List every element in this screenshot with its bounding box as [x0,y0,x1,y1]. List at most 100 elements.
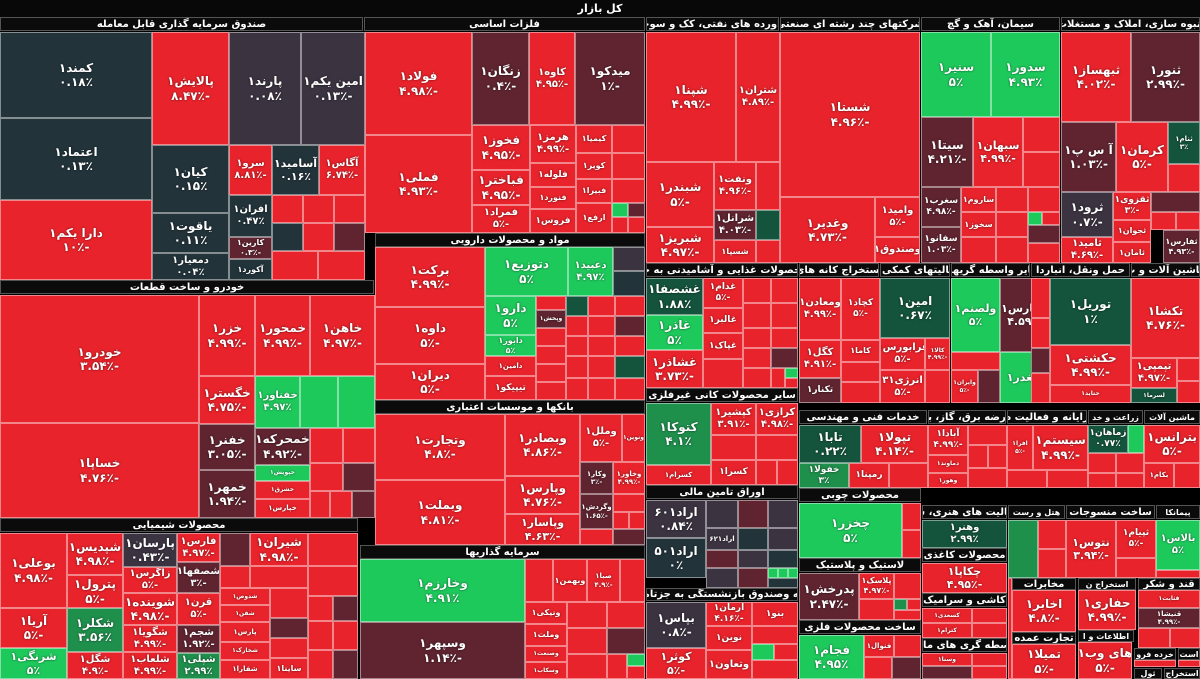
treemap-tile[interactable] [303,195,334,223]
treemap-tile[interactable]: کترام۱ [922,623,972,638]
treemap-tile[interactable]: غشصفا۱ ۱.۸۸٪ [646,278,703,315]
treemap-tile[interactable] [588,356,615,378]
treemap-tile[interactable] [1177,358,1200,381]
treemap-tile[interactable] [615,356,645,378]
treemap-tile[interactable]: کوثر۱ -۵٪ [646,648,706,679]
treemap-tile[interactable] [925,370,950,403]
treemap-tile[interactable] [1151,212,1176,230]
treemap-tile[interactable]: کارین۱ -۰.۳٪ [229,237,272,259]
treemap-tile[interactable]: هرمز۱ -۴.۹۹٪ [530,125,576,163]
treemap-tile[interactable]: بکام۱ [1144,463,1174,488]
treemap-tile[interactable]: حکشتی۱ -۴.۹۹٪ [1050,345,1131,385]
treemap-tile[interactable]: خساپا۱ -۴.۷۶٪ [0,423,199,518]
treemap-tile[interactable] [1138,628,1170,648]
treemap-tile[interactable]: کالا۱ -۴.۹۹٪ [925,338,950,370]
treemap-tile[interactable] [588,378,615,400]
treemap-tile[interactable]: دارا یکم۱ -۱۰٪ [0,200,152,280]
treemap-tile[interactable] [972,623,1007,638]
treemap-tile[interactable]: خفولا۱ ۳٪ [799,463,849,488]
treemap-tile[interactable]: وصنعت۱ [525,646,567,662]
treemap-tile[interactable] [308,596,333,621]
treemap-tile[interactable]: ونفت۱ -۴.۹۶٪ [714,162,756,210]
treemap-tile[interactable]: ثنام۱ ۳٪ [1168,122,1200,164]
treemap-tile[interactable] [752,660,798,679]
treemap-tile[interactable]: دارو۱ ۵٪ [485,296,536,335]
treemap-tile[interactable] [1028,212,1042,225]
treemap-tile[interactable] [308,650,333,679]
treemap-tile[interactable]: چخزر۱ ۵٪ [799,503,902,558]
treemap-tile[interactable] [525,559,553,602]
treemap-tile[interactable]: بالاس۱ ۵٪ [1156,520,1200,570]
treemap-tile[interactable]: حتاید۱ [1050,385,1131,403]
treemap-tile[interactable]: ثبهساز۱ -۴.۰۲٪ [1061,32,1131,122]
treemap-tile[interactable] [1088,473,1116,488]
treemap-tile[interactable]: سیستم۱ -۴.۹۹٪ [1033,425,1088,470]
treemap-tile[interactable]: بترانس۱ -۵٪ [1144,425,1200,463]
treemap-tile[interactable]: قثابت۱ [1138,590,1200,608]
treemap-tile[interactable] [318,251,365,280]
treemap-tile[interactable] [768,550,798,568]
treemap-tile[interactable] [841,362,880,382]
treemap-tile[interactable] [774,644,798,660]
treemap-tile[interactable]: تپولا۱ -۴.۱۴٪ [861,425,928,463]
treemap-tile[interactable] [338,376,375,428]
treemap-tile[interactable]: ثامان۱ [1113,242,1151,263]
treemap-tile[interactable]: دابور۱ ۵٪ [485,335,536,356]
treemap-tile[interactable] [894,599,907,610]
treemap-tile[interactable]: شپلی۱ ۲.۹۹٪ [177,653,220,679]
treemap-tile[interactable] [1042,212,1060,225]
treemap-tile[interactable] [996,187,1028,212]
treemap-tile[interactable]: ومعادن۱ -۴.۹۹٪ [799,278,841,340]
treemap-tile[interactable] [612,153,645,179]
treemap-tile[interactable]: خشرق۱ [255,481,310,499]
treemap-tile[interactable]: لسرما۱ [1131,388,1177,403]
treemap-tile[interactable] [352,491,375,518]
treemap-tile[interactable]: تپمپی۱ -۴.۹۷٪ [1131,358,1177,388]
treemap-tile[interactable] [785,368,798,378]
treemap-tile[interactable]: فجام۱ ۴.۹۵٪ [799,635,864,679]
treemap-tile[interactable] [972,608,1007,623]
treemap-tile[interactable] [1031,318,1050,348]
treemap-tile[interactable] [1116,558,1156,578]
treemap-tile[interactable]: فارس۱ -۴.۹۷٪ [177,533,220,562]
treemap-tile[interactable] [613,512,629,529]
treemap-tile[interactable] [567,602,607,628]
treemap-tile[interactable]: فملی۱ -۴.۹۳٪ [365,135,472,233]
treemap-tile[interactable]: شتران۱ -۴.۸۹٪ [736,32,780,162]
treemap-tile[interactable]: فرابورس۱-۵٪ [880,338,925,370]
treemap-tile[interactable]: آ س پ۱ -۱.۰۳٪ [1061,122,1116,192]
treemap-tile[interactable]: انرژی۳۱ -۵٪ [880,370,925,403]
treemap-tile[interactable] [1007,470,1047,488]
treemap-tile[interactable]: ثامید۱ -۴.۶۹٪ [1061,237,1113,263]
treemap-tile[interactable] [768,528,798,550]
treemap-tile[interactable] [968,445,988,468]
treemap-tile[interactable] [1168,164,1200,192]
treemap-tile[interactable] [894,610,921,620]
treemap-tile[interactable]: کگل۱ -۴.۹۱٪ [799,340,841,378]
treemap-tile[interactable] [567,628,607,654]
treemap-tile[interactable]: وملت۱ [525,624,567,646]
treemap-tile[interactable] [607,654,627,679]
treemap-tile[interactable]: کویر۱ [576,153,612,179]
treemap-tile[interactable]: میدکو۱ -۱٪ [575,32,645,125]
treemap-tile[interactable]: فنورد۱ [530,187,576,209]
treemap-tile[interactable]: ثرود۱ -۰.۷٪ [1061,192,1113,237]
treemap-tile[interactable] [272,223,303,251]
treemap-tile[interactable] [972,666,1007,679]
treemap-tile[interactable]: ثقزوی۱ -۳٪ [1113,192,1151,220]
treemap-tile[interactable] [785,378,798,388]
treemap-tile[interactable]: شبندر۱ -۵٪ [646,162,714,227]
treemap-tile[interactable] [566,296,588,316]
treemap-tile[interactable] [566,316,588,336]
treemap-tile[interactable]: پارند۱ ۰.۰۸٪ [229,32,301,145]
treemap-tile[interactable]: زاگرس۱ -۵٪ [123,567,177,593]
treemap-tile[interactable] [607,628,645,654]
treemap-tile[interactable] [567,654,607,679]
treemap-tile[interactable] [1156,570,1200,578]
treemap-tile[interactable] [310,463,343,491]
treemap-tile[interactable]: کپشیر۱ -۳.۹۱٪ [711,403,756,435]
treemap-tile[interactable] [628,217,645,233]
treemap-tile[interactable]: قنیشا۱ -۴.۹۹٪ [1138,608,1200,628]
treemap-tile[interactable]: ثنور۱ -۲.۹۹٪ [1131,32,1200,122]
treemap-tile[interactable]: شسپا۱ [714,240,756,263]
